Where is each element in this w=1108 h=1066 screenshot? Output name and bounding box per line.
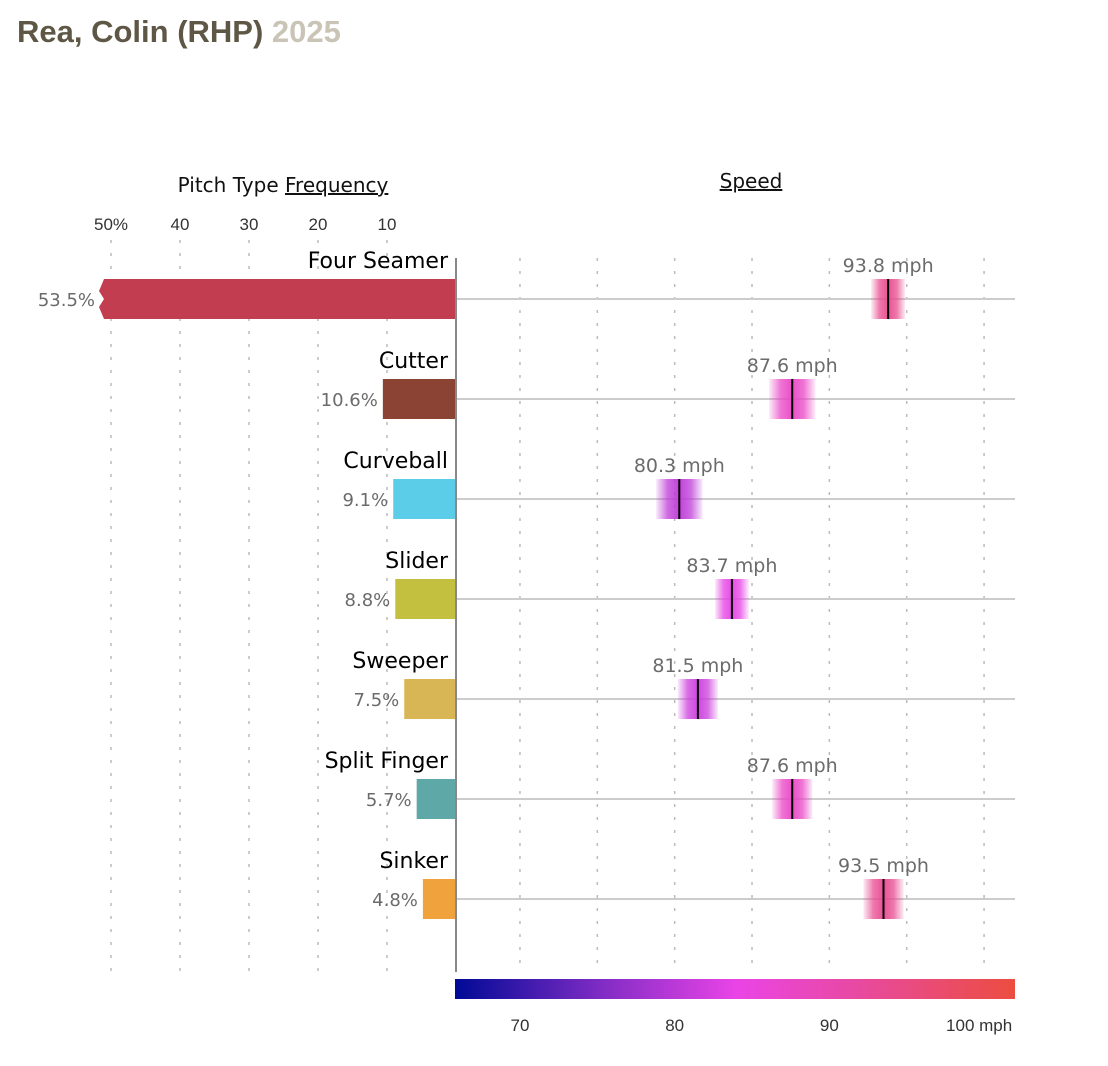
pitch-name: Curveball bbox=[343, 449, 448, 474]
frequency-value-label: 8.8% bbox=[345, 590, 391, 611]
pitch-name: Sinker bbox=[379, 849, 449, 874]
speed-tick-label: 90 bbox=[820, 1016, 839, 1035]
frequency-value-label: 7.5% bbox=[354, 690, 400, 711]
pitch-row: Slider 8.8% 83.7 mph bbox=[345, 549, 1015, 619]
frequency-link[interactable]: Frequency bbox=[285, 173, 388, 197]
frequency-bar bbox=[393, 479, 456, 519]
frequency-bar bbox=[422, 879, 456, 919]
pitch-name: Split Finger bbox=[325, 749, 449, 774]
speed-value-label: 81.5 mph bbox=[652, 655, 743, 677]
speed-value-label: 93.8 mph bbox=[843, 255, 934, 277]
frequency-tick-label: 40 bbox=[171, 215, 190, 234]
speed-value-label: 80.3 mph bbox=[634, 455, 725, 477]
speed-title[interactable]: Speed bbox=[720, 169, 783, 193]
speed-value-label: 83.7 mph bbox=[686, 555, 777, 577]
frequency-value-label: 5.7% bbox=[366, 790, 412, 811]
pitch-row: Four Seamer 53.5% 93.8 mph bbox=[38, 249, 1015, 319]
player-name: Rea, Colin (RHP) bbox=[17, 14, 264, 49]
frequency-value-label: 9.1% bbox=[342, 490, 388, 511]
frequency-bar bbox=[99, 279, 456, 319]
pitch-name: Slider bbox=[385, 549, 449, 574]
speed-value-label: 93.5 mph bbox=[838, 855, 929, 877]
frequency-bar bbox=[404, 679, 456, 719]
frequency-bar bbox=[416, 779, 456, 819]
frequency-bar bbox=[395, 579, 456, 619]
pitch-row: Sinker 4.8% 93.5 mph bbox=[372, 849, 1015, 919]
frequency-tick-label: 50% bbox=[94, 215, 128, 234]
speed-tick-label: 70 bbox=[511, 1016, 530, 1035]
speed-colorscale bbox=[455, 979, 1015, 999]
page-title: Rea, Colin (RHP) 2025 bbox=[17, 14, 341, 50]
pitch-row: Sweeper 7.5% 81.5 mph bbox=[352, 649, 1015, 719]
pitch-name: Sweeper bbox=[352, 649, 449, 674]
pitch-name: Four Seamer bbox=[308, 249, 449, 274]
speed-tick-label: 100 mph bbox=[946, 1016, 1012, 1035]
pitch-row: Split Finger 5.7% 87.6 mph bbox=[325, 749, 1015, 819]
pitch-name: Cutter bbox=[379, 349, 449, 374]
speed-tick-label: 80 bbox=[665, 1016, 684, 1035]
frequency-value-label: 53.5% bbox=[38, 290, 95, 311]
speed-value-label: 87.6 mph bbox=[747, 355, 838, 377]
frequency-tick-label: 10 bbox=[378, 215, 397, 234]
frequency-tick-label: 20 bbox=[309, 215, 328, 234]
pitch-row: Curveball 9.1% 80.3 mph bbox=[342, 449, 1015, 519]
frequency-title: Pitch Type Frequency bbox=[178, 173, 389, 197]
frequency-value-label: 10.6% bbox=[321, 390, 378, 411]
frequency-bar bbox=[382, 379, 456, 419]
speed-value-label: 87.6 mph bbox=[747, 755, 838, 777]
frequency-value-label: 4.8% bbox=[372, 890, 418, 911]
season-year: 2025 bbox=[271, 14, 341, 49]
frequency-tick-label: 30 bbox=[240, 215, 259, 234]
